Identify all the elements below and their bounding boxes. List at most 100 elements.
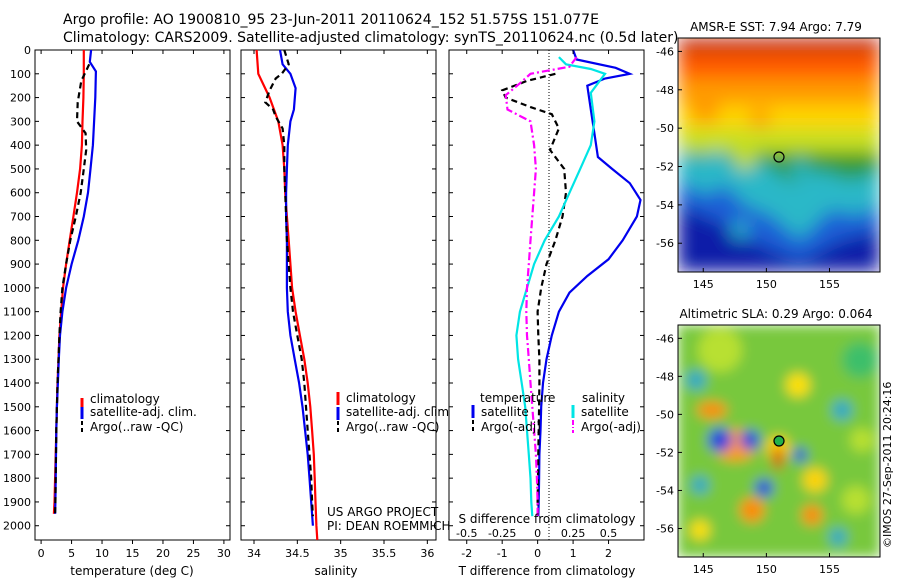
x-tick-label: 10: [95, 547, 109, 560]
project-line1: US ARGO PROJECT: [327, 505, 439, 519]
imos-timestamp: ©IMOS 27-Sep-2011 20:24:16: [881, 382, 894, 548]
series-line-argo-raw-qc-: [54, 63, 91, 514]
y-tick-label: 1200: [3, 329, 31, 342]
salinity-xlabel: salinity: [314, 564, 357, 578]
series-line-climatology: [255, 49, 319, 541]
map-x-tick-label: 145: [693, 563, 714, 576]
s-tick-label: 0.25: [561, 527, 586, 540]
x-tick-label: 30: [217, 547, 231, 560]
map-y-tick-label: -52: [656, 161, 674, 174]
map-x-tick-label: 150: [756, 563, 777, 576]
series-line-satellite-salinity: [515, 56, 607, 517]
map-x-tick-label: 145: [693, 278, 714, 291]
y-tick-label: 1300: [3, 353, 31, 366]
map-y-tick-label: -56: [656, 237, 674, 250]
s-difference-xlabel: S difference from climatology: [459, 512, 636, 526]
map-y-tick-label: -50: [656, 408, 674, 421]
sla-map-panel: Altimetric SLA: 0.29 Argo: 0.064: [656, 307, 881, 576]
sst-map-title: AMSR-E SST: 7.94 Argo: 7.79: [690, 20, 862, 34]
map-y-tick-label: -54: [656, 484, 674, 497]
series-line-satellite-adj-clim-: [278, 49, 314, 526]
map-x-tick-label: 155: [819, 563, 840, 576]
legend-label-s-satellite: satellite: [581, 405, 629, 419]
y-tick-label: 1500: [3, 401, 31, 414]
s-tick-label: 0: [534, 527, 541, 540]
figure-title-line2: Climatology: CARS2009. Satellite-adjuste…: [63, 30, 678, 46]
y-tick-label: 600: [10, 187, 31, 200]
x-tick-label: 35: [334, 547, 348, 560]
x-tick-label: 5: [68, 547, 75, 560]
t-difference-xlabel: T difference from climatology: [458, 564, 636, 578]
legend-label-satellite: satellite-adj. clim.: [346, 405, 453, 419]
x-tick-label: 20: [156, 547, 170, 560]
temperature-axes-frame: [34, 49, 231, 541]
legend-label-climatology: climatology: [346, 391, 416, 405]
x-tick-label: 34.5: [285, 547, 310, 560]
salinity-axes-frame: [240, 49, 437, 541]
sst-heatmap: [678, 38, 880, 272]
x-tick-label: 15: [126, 547, 140, 560]
salinity-legend: climatology satellite-adj. clim. Argo(..…: [336, 391, 453, 434]
x-tick-label: 25: [186, 547, 200, 560]
y-tick-label: 500: [10, 163, 31, 176]
legend-label-t-argo: Argo(-adj): [481, 420, 541, 434]
legend-label-satellite: satellite-adj. clim.: [90, 405, 197, 419]
y-tick-label: 200: [10, 92, 31, 105]
legend-title-temperature: temperature: [480, 391, 555, 405]
y-tick-label: 1000: [3, 282, 31, 295]
sst-map-panel: AMSR-E SST: 7.94 Argo: 7.79: [656, 20, 881, 291]
x-tick-label: -1: [497, 547, 508, 560]
y-tick-label: 1600: [3, 425, 31, 438]
y-tick-label: 300: [10, 115, 31, 128]
y-tick-label: 400: [10, 139, 31, 152]
y-tick-label: 1700: [3, 448, 31, 461]
legend-label-s-argo: Argo(-adj): [581, 420, 641, 434]
x-tick-label: 36: [420, 547, 434, 560]
map-y-tick-label: -56: [656, 522, 674, 535]
salinity-profile-panel: 34 34.5 35 35.5 36 salinity climatology sate…: [240, 49, 453, 578]
y-tick-label: 700: [10, 211, 31, 224]
x-tick-label: 35.5: [372, 547, 397, 560]
s-tick-label: -0.25: [488, 527, 516, 540]
difference-legend: temperature salinity satellite Argo(-adj…: [471, 391, 641, 434]
y-tick-label: 1800: [3, 472, 31, 485]
x-tick-label: 0: [534, 547, 541, 560]
sst-argo-marker: [773, 151, 785, 163]
map-y-tick-label: -50: [656, 122, 674, 135]
map-y-tick-label: -46: [656, 332, 674, 345]
figure-title-line1: Argo profile: AO 1900810_95 23-Jun-2011 …: [63, 12, 599, 28]
y-tick-label: 0: [24, 44, 31, 57]
y-tick-label: 900: [10, 258, 31, 271]
legend-label-argo: Argo(..raw -QC): [346, 420, 439, 434]
series-line-argo-adj--salinity: [504, 56, 578, 517]
x-tick-label: -2: [461, 547, 472, 560]
map-y-tick-label: -54: [656, 199, 674, 212]
temperature-legend: climatology satellite-adj. clim. Argo(..…: [80, 392, 197, 434]
difference-profile-panel: -2 -1 0 1 2 -0.5 -0.25 0 0.25 0.5 T difference fr…: [448, 49, 645, 578]
series-line-argo-adj--temperature: [500, 72, 568, 517]
map-x-tick-label: 150: [756, 278, 777, 291]
y-tick-label: 1100: [3, 306, 31, 319]
s-tick-label: 0.5: [600, 527, 618, 540]
project-line2: PI: DEAN ROEMMICH: [327, 519, 450, 533]
sla-heatmap: [678, 325, 880, 557]
legend-label-climatology: climatology: [90, 392, 160, 406]
sla-map-title: Altimetric SLA: 0.29 Argo: 0.064: [679, 307, 872, 321]
s-tick-label: -0.5: [456, 527, 477, 540]
legend-title-salinity: salinity: [582, 391, 625, 405]
legend-label-t-satellite: satellite: [481, 405, 529, 419]
x-tick-label: 2: [605, 547, 612, 560]
x-tick-label: 0: [38, 547, 45, 560]
y-tick-label: 1400: [3, 377, 31, 390]
series-line-argo-raw-qc-: [264, 49, 314, 517]
map-y-tick-label: -46: [656, 45, 674, 58]
map-y-tick-label: -52: [656, 446, 674, 459]
legend-label-argo: Argo(..raw -QC): [90, 420, 183, 434]
temperature-xlabel: temperature (deg C): [70, 564, 193, 578]
map-y-tick-label: -48: [656, 84, 674, 97]
map-x-tick-label: 155: [819, 278, 840, 291]
temperature-profile-panel: 0 5 10 15 20 25 300100200300400500600700800900…: [3, 44, 231, 578]
sla-argo-marker: [773, 435, 785, 447]
x-tick-label: 1: [570, 547, 577, 560]
